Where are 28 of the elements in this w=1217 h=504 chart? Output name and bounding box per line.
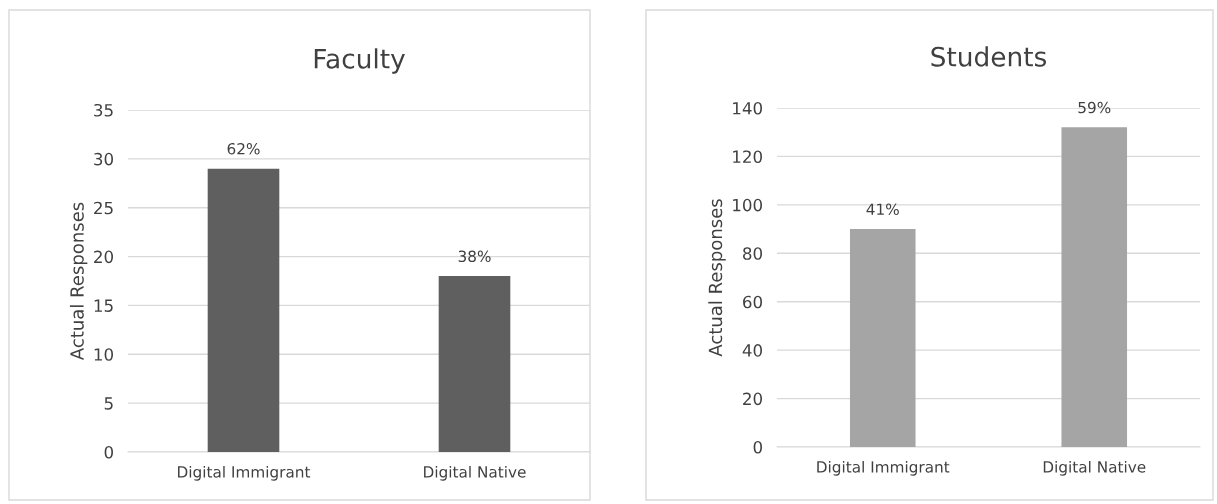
annotation: 62% [227,143,260,155]
x-tick-label: Digital Immigrant [178,465,311,481]
y-tick-label: 40 [742,344,762,357]
y-tick-label: 0 [753,440,762,454]
y-tick-label: 20 [94,250,113,264]
x-tick-label: Digital Immigrant [817,460,950,476]
y-axis-title: Actual Responses [708,199,726,357]
y-tick-label: 0 [104,445,113,459]
y-tick-label: 120 [733,150,762,163]
y-tick-label: 140 [733,101,762,115]
x-tick-label: Digital Native [1043,460,1146,476]
annotation: 59% [1078,101,1111,114]
y-tick-label: 100 [733,198,762,212]
y-tick-label: 80 [743,247,762,260]
chart-title: Students [931,46,1047,67]
annotation: 41% [866,203,899,215]
y-tick-label: 5 [104,397,113,410]
y-tick-label: 60 [743,295,762,309]
y-tick-label: 20 [743,392,762,406]
y-tick-label: 15 [94,299,113,312]
y-tick-label: 30 [94,152,113,166]
y-tick-label: 35 [94,103,113,117]
annotation: 38% [458,250,491,263]
x-tick-label: Digital Native [424,465,526,481]
y-tick-label: 10 [94,348,113,361]
chart-title: Faculty [314,48,405,74]
y-tick-label: 25 [94,201,113,215]
y-axis-title: Actual Responses [69,202,88,361]
